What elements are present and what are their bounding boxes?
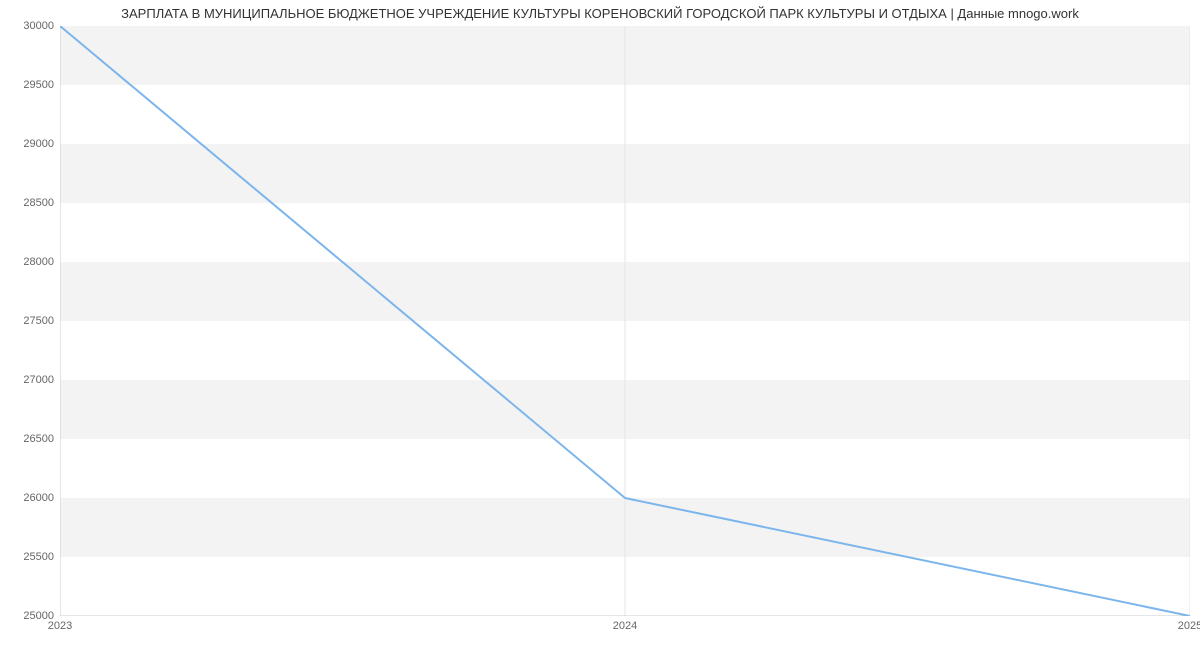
y-tick-label: 26000 <box>4 492 54 504</box>
chart-title: ЗАРПЛАТА В МУНИЦИПАЛЬНОЕ БЮДЖЕТНОЕ УЧРЕЖ… <box>0 6 1200 21</box>
y-tick-label: 28000 <box>4 256 54 268</box>
x-tick-label: 2024 <box>613 620 637 632</box>
y-tick-label: 29500 <box>4 79 54 91</box>
y-tick-label: 29000 <box>4 138 54 150</box>
x-tick-label: 2025 <box>1178 620 1200 632</box>
y-tick-label: 28500 <box>4 197 54 209</box>
y-tick-label: 26500 <box>4 433 54 445</box>
y-tick-label: 25000 <box>4 610 54 622</box>
x-tick-label: 2023 <box>48 620 72 632</box>
y-tick-label: 25500 <box>4 551 54 563</box>
chart-container: ЗАРПЛАТА В МУНИЦИПАЛЬНОЕ БЮДЖЕТНОЕ УЧРЕЖ… <box>0 0 1200 650</box>
y-tick-label: 27000 <box>4 374 54 386</box>
y-tick-label: 27500 <box>4 315 54 327</box>
y-tick-label: 30000 <box>4 20 54 32</box>
chart-svg <box>60 26 1190 616</box>
plot-area <box>60 26 1190 616</box>
